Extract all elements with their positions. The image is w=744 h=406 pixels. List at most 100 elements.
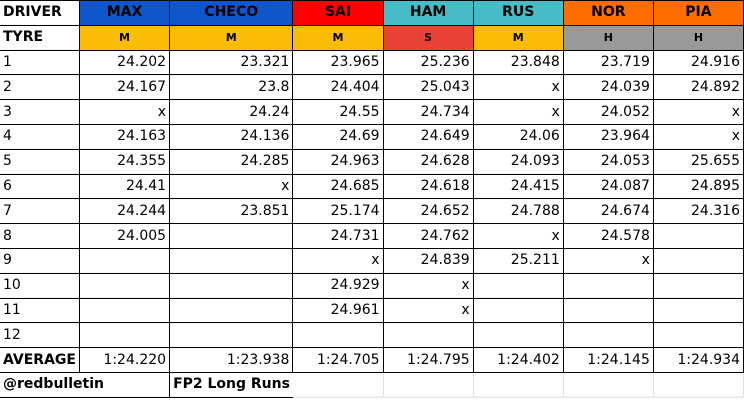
lap-time-cell[interactable] bbox=[562, 297, 654, 324]
lap-time-cell[interactable]: 24.963 bbox=[292, 148, 384, 175]
lap-time-cell[interactable] bbox=[652, 272, 744, 299]
lap-time-cell[interactable]: x bbox=[382, 272, 474, 299]
lap-time-cell[interactable]: 25.211 bbox=[472, 247, 564, 274]
lap-time-cell[interactable]: 24.244 bbox=[78, 198, 171, 225]
lap-time-cell[interactable]: 24.839 bbox=[382, 247, 474, 274]
lap-time-cell[interactable]: 24.163 bbox=[78, 123, 171, 150]
tyre-compound-nor[interactable]: H bbox=[562, 24, 654, 51]
average-pia[interactable]: 1:24.934 bbox=[652, 347, 744, 373]
lap-time-cell[interactable] bbox=[78, 247, 171, 274]
lap-time-cell[interactable]: 24.039 bbox=[562, 74, 654, 101]
lap-time-cell[interactable]: 24.618 bbox=[382, 173, 474, 200]
lap-time-cell[interactable] bbox=[169, 247, 294, 274]
average-rus[interactable]: 1:24.402 bbox=[472, 347, 564, 373]
lap-number[interactable]: 4 bbox=[0, 123, 80, 150]
empty-cell[interactable] bbox=[292, 371, 384, 398]
driver-header-max[interactable]: MAX bbox=[78, 0, 171, 26]
lap-time-cell[interactable]: 25.043 bbox=[382, 74, 474, 101]
footer-handle[interactable]: @redbulletin bbox=[0, 371, 171, 398]
lap-number[interactable]: 5 bbox=[0, 148, 80, 175]
lap-time-cell[interactable]: 24.136 bbox=[169, 123, 294, 150]
lap-time-cell[interactable]: 23.964 bbox=[562, 123, 654, 150]
lap-time-cell[interactable] bbox=[562, 322, 654, 349]
lap-time-cell[interactable]: x bbox=[652, 99, 744, 125]
lap-time-cell[interactable]: 24.892 bbox=[652, 74, 744, 101]
driver-header-pia[interactable]: PIA bbox=[652, 0, 744, 26]
lap-time-cell[interactable]: 24.578 bbox=[562, 223, 654, 249]
tyre-label[interactable]: TYRE bbox=[0, 24, 80, 51]
tyre-compound-max[interactable]: M bbox=[78, 24, 171, 51]
lap-time-cell[interactable]: 24.652 bbox=[382, 198, 474, 225]
lap-time-cell[interactable]: x bbox=[169, 173, 294, 200]
lap-time-cell[interactable]: 24.916 bbox=[652, 49, 744, 76]
lap-time-cell[interactable]: 24.087 bbox=[562, 173, 654, 200]
driver-header-rus[interactable]: RUS bbox=[472, 0, 564, 26]
lap-time-cell[interactable] bbox=[169, 297, 294, 324]
average-checo[interactable]: 1:23.938 bbox=[169, 347, 294, 373]
tyre-compound-checo[interactable]: M bbox=[169, 24, 294, 51]
lap-number[interactable]: 11 bbox=[0, 297, 80, 324]
lap-time-cell[interactable]: 24.69 bbox=[292, 123, 384, 150]
lap-time-cell[interactable]: 24.731 bbox=[292, 223, 384, 249]
lap-time-cell[interactable]: 24.202 bbox=[78, 49, 171, 76]
average-sai[interactable]: 1:24.705 bbox=[292, 347, 384, 373]
lap-time-cell[interactable]: 25.655 bbox=[652, 148, 744, 175]
lap-time-cell[interactable]: 24.734 bbox=[382, 99, 474, 125]
driver-label[interactable]: DRIVER bbox=[0, 0, 80, 26]
lap-number[interactable]: 9 bbox=[0, 247, 80, 274]
lap-time-cell[interactable] bbox=[169, 223, 294, 249]
lap-time-cell[interactable]: 24.929 bbox=[292, 272, 384, 299]
lap-time-cell[interactable]: 24.005 bbox=[78, 223, 171, 249]
lap-time-cell[interactable]: 23.321 bbox=[169, 49, 294, 76]
lap-time-cell[interactable]: x bbox=[382, 297, 474, 324]
lap-time-cell[interactable]: 25.174 bbox=[292, 198, 384, 225]
lap-time-cell[interactable]: 24.285 bbox=[169, 148, 294, 175]
empty-cell[interactable] bbox=[653, 372, 744, 398]
lap-time-cell[interactable] bbox=[78, 297, 171, 324]
lap-time-cell[interactable]: 24.762 bbox=[382, 223, 474, 249]
lap-time-cell[interactable]: x bbox=[472, 99, 564, 125]
lap-number[interactable]: 2 bbox=[0, 74, 80, 101]
lap-time-cell[interactable]: 23.719 bbox=[562, 49, 654, 76]
tyre-compound-pia[interactable]: H bbox=[652, 24, 744, 51]
lap-time-cell[interactable]: 24.649 bbox=[382, 123, 474, 150]
lap-time-cell[interactable]: 24.961 bbox=[292, 297, 384, 324]
tyre-compound-rus[interactable]: M bbox=[472, 24, 564, 51]
lap-time-cell[interactable]: 24.674 bbox=[562, 198, 654, 225]
lap-time-cell[interactable]: x bbox=[292, 247, 384, 274]
average-label[interactable]: AVERAGE bbox=[0, 347, 80, 373]
lap-time-cell[interactable]: x bbox=[472, 223, 564, 249]
empty-cell[interactable] bbox=[563, 372, 654, 398]
lap-number[interactable]: 10 bbox=[0, 272, 80, 299]
driver-header-checo[interactable]: CHECO bbox=[169, 0, 294, 26]
lap-number[interactable]: 7 bbox=[0, 198, 80, 225]
lap-number[interactable]: 8 bbox=[0, 223, 80, 249]
lap-number[interactable]: 1 bbox=[0, 49, 80, 76]
lap-time-cell[interactable]: 24.404 bbox=[292, 74, 384, 101]
lap-time-cell[interactable] bbox=[562, 272, 654, 299]
lap-time-cell[interactable] bbox=[652, 297, 744, 324]
lap-time-cell[interactable]: 24.053 bbox=[562, 148, 654, 175]
lap-time-cell[interactable]: 24.628 bbox=[382, 148, 474, 175]
lap-time-cell[interactable]: 24.55 bbox=[292, 99, 384, 125]
lap-time-cell[interactable]: x bbox=[562, 247, 654, 274]
lap-time-cell[interactable]: 24.24 bbox=[169, 99, 294, 125]
lap-time-cell[interactable]: x bbox=[652, 123, 744, 150]
lap-time-cell[interactable]: 23.848 bbox=[472, 49, 564, 76]
lap-time-cell[interactable] bbox=[472, 272, 564, 299]
lap-time-cell[interactable]: x bbox=[78, 99, 171, 125]
average-max[interactable]: 1:24.220 bbox=[78, 347, 171, 373]
average-ham[interactable]: 1:24.795 bbox=[382, 347, 474, 373]
driver-header-ham[interactable]: HAM bbox=[382, 0, 474, 26]
average-nor[interactable]: 1:24.145 bbox=[562, 347, 654, 373]
lap-number[interactable]: 6 bbox=[0, 173, 80, 200]
lap-time-cell[interactable] bbox=[472, 297, 564, 324]
lap-time-cell[interactable]: 24.167 bbox=[78, 74, 171, 101]
lap-time-cell[interactable]: 23.965 bbox=[292, 49, 384, 76]
footer-title[interactable]: FP2 Long Runs bbox=[169, 371, 293, 398]
lap-time-cell[interactable] bbox=[652, 223, 744, 249]
lap-time-cell[interactable] bbox=[382, 322, 474, 349]
lap-time-cell[interactable] bbox=[169, 272, 294, 299]
lap-time-cell[interactable]: 24.895 bbox=[652, 173, 744, 200]
lap-time-cell[interactable] bbox=[652, 322, 744, 349]
